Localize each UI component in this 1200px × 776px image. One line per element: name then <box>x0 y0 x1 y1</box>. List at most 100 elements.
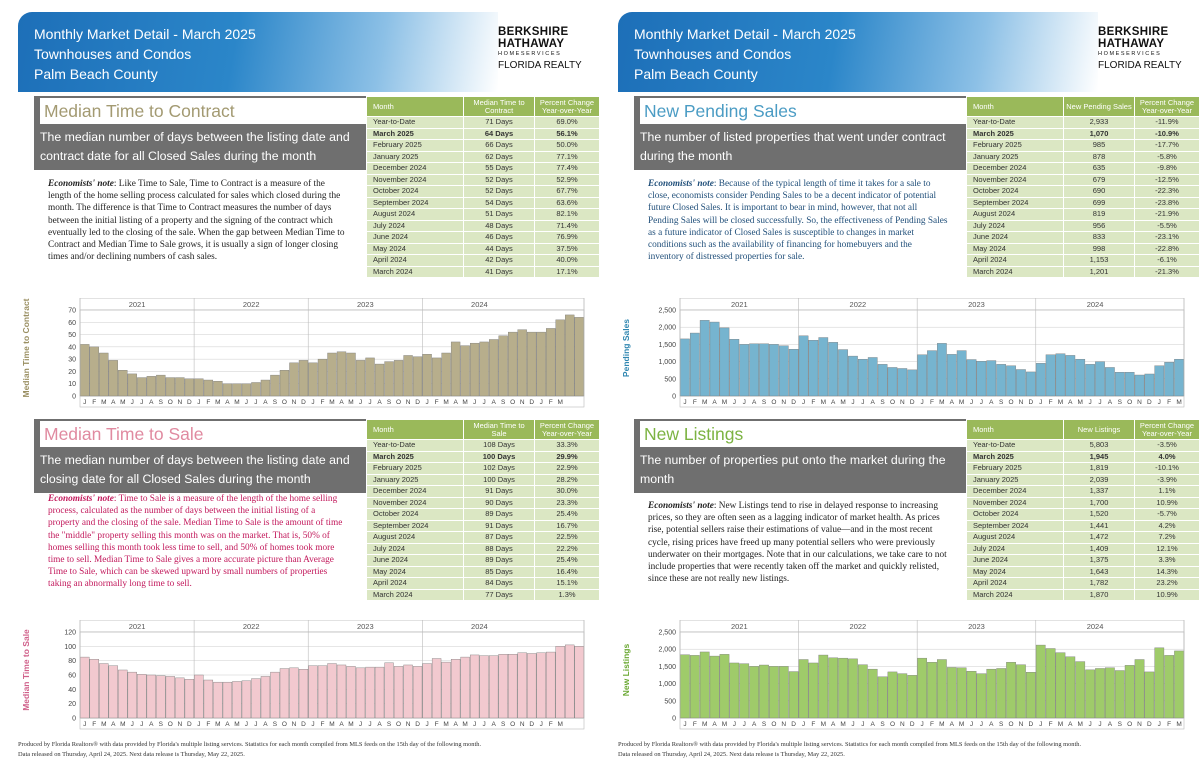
table-row: December 2024 91 Days 30.0% <box>366 485 600 498</box>
year-label: 2022 <box>243 622 260 631</box>
chart-bar <box>270 671 280 719</box>
chart-bar <box>441 661 451 719</box>
year-label: 2023 <box>357 300 374 309</box>
x-tick-label: J <box>1158 721 1161 728</box>
chart-bar <box>555 646 565 719</box>
x-tick-label: J <box>683 399 686 406</box>
table-row: January 2025 2,039 -3.9% <box>966 473 1200 486</box>
table-cell-month: October 2024 <box>366 508 464 521</box>
x-tick-label: F <box>1167 399 1171 406</box>
x-tick-label: F <box>549 399 553 406</box>
x-tick-label: M <box>101 721 106 728</box>
x-tick-label: F <box>930 721 934 728</box>
x-tick-label: J <box>368 399 371 406</box>
table-row: July 2024 956 -5.5% <box>966 219 1200 232</box>
x-tick-label: J <box>683 721 686 728</box>
table-header-cell: New Pending Sales <box>1063 96 1135 117</box>
section-title: New Listings <box>640 421 970 447</box>
table-cell-month: February 2025 <box>966 462 1064 475</box>
table-row: September 2024 91 Days 16.7% <box>366 519 600 532</box>
x-tick-label: A <box>1068 399 1073 406</box>
chart-bar <box>937 343 947 397</box>
chart-bar <box>867 668 878 719</box>
table-row: February 2025 66 Days 50.0% <box>366 139 600 152</box>
y-tick-label: 60 <box>68 320 76 327</box>
table-cell-value: 51 Days <box>463 208 535 221</box>
page-left: Monthly Market Detail - March 2025 Townh… <box>18 0 600 776</box>
table-cell-month: March 2025 <box>366 127 464 140</box>
table-cell-month: Year-to-Date <box>366 116 464 129</box>
year-label: 2023 <box>357 622 374 631</box>
chart-bar <box>1085 364 1095 397</box>
chart-bar <box>838 349 848 397</box>
x-tick-label: A <box>1108 721 1113 728</box>
x-tick-label: J <box>1088 721 1091 728</box>
y-tick-label: 20 <box>68 369 76 376</box>
chart-bar <box>555 319 565 397</box>
company-logo: BERKSHIRE HATHAWAY HOMESERVICES FLORIDA … <box>498 26 582 71</box>
x-tick-label: S <box>387 399 392 406</box>
chart-bar <box>838 657 848 719</box>
table-cell-change: 77.4% <box>534 162 600 175</box>
table-cell-change: 10.9% <box>1134 588 1200 601</box>
table-cell-change: 16.4% <box>534 565 600 578</box>
table-cell-month: July 2024 <box>966 219 1064 232</box>
chart-bar <box>156 675 166 719</box>
bar-chart: 0 20 40 60 80 100 120 2021 2022 2023 2024 J F M A M J J A S… <box>18 619 600 750</box>
chart-bar <box>469 342 480 397</box>
economists-note: Economists' note: Because of the typical… <box>648 178 948 263</box>
y-tick-label: 40 <box>68 687 76 694</box>
table-cell-value: 819 <box>1063 208 1135 221</box>
x-tick-label: N <box>781 399 786 406</box>
table-cell-month: November 2024 <box>966 173 1064 186</box>
chart-bar <box>956 350 967 397</box>
x-tick-label: S <box>387 721 392 728</box>
chart-bar <box>946 667 957 719</box>
chart-bar <box>308 362 318 397</box>
chart-bar <box>828 342 839 397</box>
section-title: New Pending Sales <box>640 98 970 124</box>
x-tick-label: F <box>320 721 324 728</box>
x-tick-label: M <box>840 721 845 728</box>
chart-bar <box>89 346 99 397</box>
table-row: January 2025 878 -5.8% <box>966 150 1200 163</box>
chart-bar <box>498 654 508 719</box>
table-cell-value: 878 <box>1063 150 1135 163</box>
x-tick-label: S <box>999 399 1004 406</box>
table-cell-value: 1,441 <box>1063 519 1135 532</box>
data-table: Month Median Time to Contract Percent Chan… <box>366 96 600 278</box>
table-cell-change: 56.1% <box>534 127 600 140</box>
x-tick-label: O <box>510 399 515 406</box>
chart-bar <box>749 343 759 397</box>
chart-bar <box>996 668 1007 719</box>
y-axis-label: Median Time to Sale <box>21 629 31 711</box>
x-tick-label: D <box>1028 721 1033 728</box>
table-cell-value: 1,201 <box>1063 265 1135 278</box>
table-cell-value: 2,039 <box>1063 473 1135 486</box>
chart-bar <box>976 361 987 397</box>
chart-bar <box>251 382 261 397</box>
table-cell-value: 62 Days <box>463 150 535 163</box>
chart-bar <box>308 665 318 719</box>
chart-bar <box>289 362 299 397</box>
chart-bar <box>719 327 730 397</box>
chart-bar <box>680 338 690 397</box>
table-row: April 2024 1,153 -6.1% <box>966 254 1200 267</box>
report-title: Monthly Market Detail - March 2025 <box>634 26 856 42</box>
chart-bar <box>108 665 118 719</box>
x-tick-label: N <box>520 721 525 728</box>
chart-bar <box>996 364 1007 397</box>
x-tick-label: J <box>368 721 371 728</box>
x-tick-label: S <box>880 721 885 728</box>
x-tick-label: S <box>159 721 164 728</box>
chart-bar <box>808 340 819 397</box>
x-tick-label: D <box>415 721 420 728</box>
chart-bar <box>479 341 489 397</box>
x-tick-label: S <box>159 399 164 406</box>
table-cell-month: February 2025 <box>366 139 464 152</box>
x-tick-label: J <box>254 399 257 406</box>
table-row: November 2024 1,700 10.9% <box>966 496 1200 509</box>
table-cell-month: Year-to-Date <box>966 116 1064 129</box>
chart-bar <box>907 369 918 397</box>
section-header-time-to-contract: Median Time to Contract The median numbe… <box>34 96 380 170</box>
